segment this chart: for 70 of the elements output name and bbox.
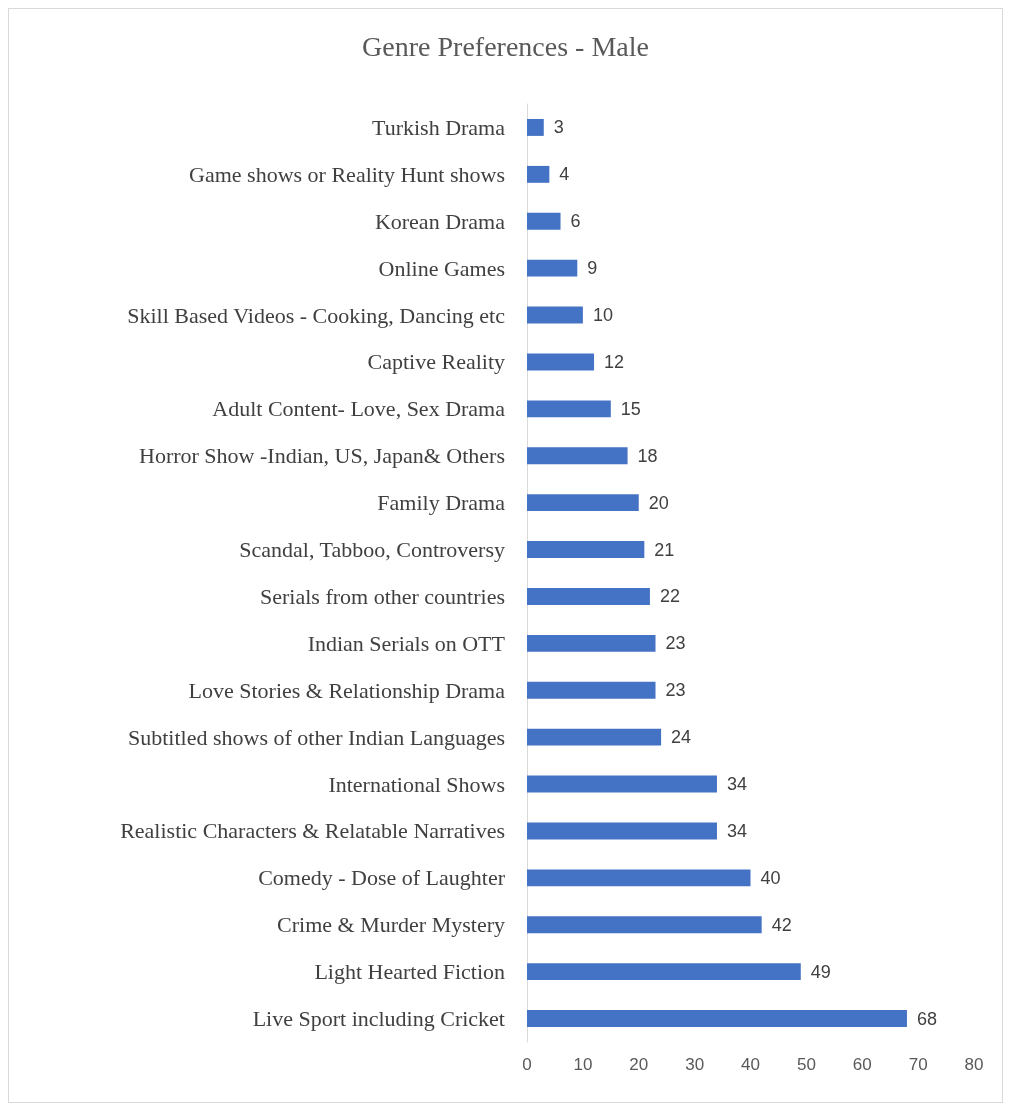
data-label: 22 <box>659 586 680 607</box>
bar <box>527 963 801 981</box>
bar <box>527 353 595 371</box>
data-label: 34 <box>726 820 748 841</box>
data-label: 34 <box>726 774 748 795</box>
bar <box>527 869 751 887</box>
data-label: 23 <box>665 633 686 654</box>
y-tick-label: Comedy - Dose of Laughter <box>258 865 506 891</box>
x-tick-label: 0 <box>522 1055 532 1074</box>
data-label: 68 <box>916 1008 937 1029</box>
data-label: 21 <box>654 539 675 560</box>
bar <box>527 1010 907 1027</box>
y-tick-label: Captive Reality <box>367 349 505 375</box>
bar <box>527 119 544 136</box>
bar <box>527 494 639 512</box>
data-label: 9 <box>587 258 598 279</box>
y-tick-label: Adult Content- Love, Sex Drama <box>212 396 506 422</box>
bar <box>527 681 656 699</box>
bar <box>527 916 762 934</box>
bar <box>527 306 583 324</box>
x-tick-label: 60 <box>852 1055 872 1074</box>
data-label: 12 <box>604 351 625 372</box>
bar <box>527 634 656 652</box>
bar <box>527 165 550 183</box>
y-tick-label: Scandal, Tabboo, Controversy <box>239 537 505 563</box>
y-tick-label: Realistic Characters & Relatable Narratives <box>120 818 505 844</box>
y-tick-label: Love Stories & Relationship Drama <box>188 677 506 703</box>
y-tick-label: Turkish Drama <box>371 114 506 140</box>
y-tick-label: International Shows <box>328 771 505 797</box>
data-label: 6 <box>570 211 581 232</box>
x-tick-label: 20 <box>629 1055 649 1074</box>
x-tick-label: 10 <box>573 1055 593 1074</box>
bar <box>527 212 561 230</box>
y-tick-label: Online Games <box>378 255 505 281</box>
y-tick-label: Family Drama <box>377 490 506 516</box>
chart-title: Genre Preferences - Male <box>362 30 649 62</box>
data-label: 23 <box>665 680 686 701</box>
bar <box>527 259 578 277</box>
data-label: 24 <box>671 727 692 748</box>
data-label: 42 <box>771 914 792 935</box>
y-tick-label: Indian Serials on OTT <box>307 630 506 656</box>
y-tick-label: Light Hearted Fiction <box>314 959 505 985</box>
x-tick-label: 70 <box>908 1055 928 1074</box>
data-label: 20 <box>648 492 669 513</box>
bar <box>527 447 628 465</box>
y-tick-label: Game shows or Reality Hunt shows <box>189 161 505 187</box>
y-tick-label: Live Sport including Cricket <box>252 1006 505 1032</box>
y-tick-label: Horror Show -Indian, US, Japan& Others <box>139 443 505 469</box>
data-label: 18 <box>637 445 658 466</box>
data-label: 15 <box>620 398 641 419</box>
bar <box>527 822 717 840</box>
bar <box>527 728 662 746</box>
bar <box>527 400 611 418</box>
data-label: 49 <box>810 961 831 982</box>
data-label: 4 <box>559 164 570 185</box>
y-tick-label: Subtitled shows of other Indian Languages <box>128 724 505 750</box>
data-label: 3 <box>553 117 564 138</box>
data-label: 40 <box>760 867 781 888</box>
bar <box>527 775 717 793</box>
y-tick-label: Korean Drama <box>374 208 506 234</box>
y-tick-label: Serials from other countries <box>260 583 505 609</box>
y-tick-label: Crime & Murder Mystery <box>277 912 505 938</box>
x-tick-label: 80 <box>964 1055 984 1074</box>
x-tick-label: 40 <box>741 1055 760 1074</box>
data-label: 10 <box>592 305 613 326</box>
x-tick-label: 30 <box>685 1055 705 1074</box>
y-tick-label: Skill Based Videos - Cooking, Dancing etc <box>127 302 506 328</box>
bar <box>527 588 650 605</box>
bar <box>527 541 645 558</box>
x-tick-label: 50 <box>796 1055 816 1074</box>
